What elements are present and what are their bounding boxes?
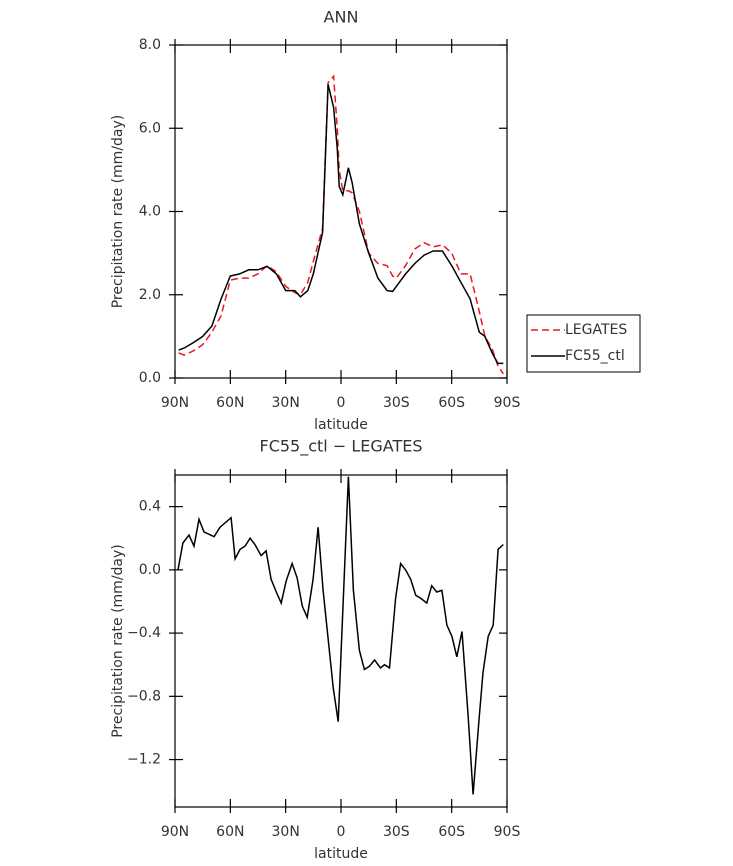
chart-title: ANN: [324, 8, 359, 27]
chart-title: FC55_ctl − LEGATES: [260, 437, 423, 457]
chart: ANN latitude Precipitation rate (mm/day) 0.…: [110, 8, 641, 433]
plot-frame: [174, 474, 508, 808]
x-tick-label: 60N: [216, 395, 244, 411]
plot-frame: [174, 44, 508, 379]
y-tick-label: 6.0: [139, 120, 161, 136]
legend-label: LEGATES: [565, 322, 627, 338]
x-tick-label: 30S: [383, 395, 410, 411]
x-tick-label: 0: [337, 824, 346, 840]
x-tick-label: 30N: [272, 824, 300, 840]
y-tick-label: 0.0: [139, 562, 161, 578]
x-tick-label: 60S: [438, 824, 465, 840]
y-tick-label: 2.0: [139, 287, 161, 303]
x-tick-label: 60N: [216, 824, 244, 840]
y-axis-label: Precipitation rate (mm/day): [110, 544, 126, 738]
legend-label: FC55_ctl: [565, 348, 625, 364]
y-tick-label: −0.4: [127, 625, 161, 641]
chart: FC55_ctl − LEGATES latitude Precipitation …: [110, 437, 520, 863]
data-line: [177, 476, 504, 795]
y-axis-label: Precipitation rate (mm/day): [110, 115, 126, 309]
x-tick-label: 90N: [161, 824, 189, 840]
y-tick-label: 0.4: [139, 499, 161, 515]
x-tick-label: 0: [337, 395, 346, 411]
y-tick-label: 4.0: [139, 204, 161, 220]
x-tick-label: 30N: [272, 395, 300, 411]
x-tick-label: 30S: [383, 824, 410, 840]
x-axis-label: latitude: [314, 846, 368, 862]
y-tick-label: 8.0: [139, 37, 161, 53]
x-tick-label: 90S: [494, 824, 521, 840]
x-tick-label: 60S: [438, 395, 465, 411]
data-line: [178, 74, 504, 375]
legend-box: [526, 314, 641, 373]
x-tick-label: 90S: [494, 395, 521, 411]
x-tick-label: 90N: [161, 395, 189, 411]
y-tick-label: −1.2: [127, 752, 161, 768]
y-tick-label: 0.0: [139, 370, 161, 386]
data-line: [178, 84, 504, 365]
y-tick-label: −0.8: [127, 688, 161, 704]
x-axis-label: latitude: [314, 417, 368, 433]
